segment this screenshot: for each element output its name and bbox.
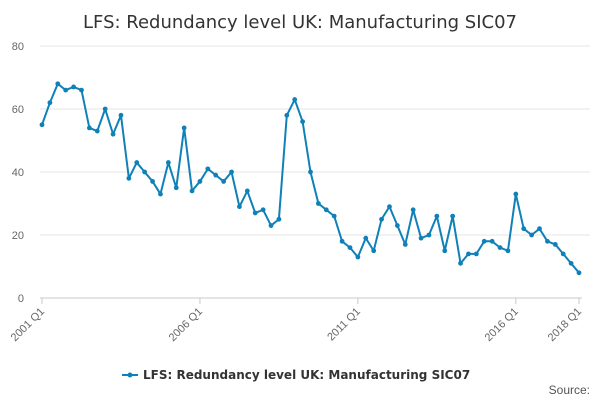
data-point[interactable] [229, 169, 234, 175]
data-point[interactable] [189, 188, 195, 194]
data-point[interactable] [292, 97, 298, 102]
y-tick-label: 40 [12, 167, 24, 179]
data-point[interactable] [529, 232, 535, 238]
data-point[interactable] [55, 81, 61, 87]
data-point[interactable] [473, 251, 479, 257]
gridlines [40, 45, 590, 236]
x-axis-tick-labels: 2001 Q1 2006 Q1 2011 Q1 2016 Q1 2018 Q1 [9, 306, 584, 344]
y-tick-label: 0 [18, 293, 24, 305]
data-point[interactable] [513, 191, 519, 197]
data-point[interactable] [379, 216, 384, 222]
data-point[interactable] [450, 213, 456, 219]
data-point[interactable] [394, 223, 400, 228]
source-label: Source: [549, 383, 590, 397]
data-point[interactable] [402, 242, 408, 247]
data-point[interactable] [537, 226, 542, 232]
data-point[interactable] [268, 223, 274, 228]
data-point[interactable] [150, 179, 155, 184]
data-point[interactable] [300, 119, 306, 124]
data-point[interactable] [347, 245, 353, 251]
data-point[interactable] [481, 238, 487, 244]
data-point[interactable] [205, 166, 211, 172]
data-point[interactable] [237, 204, 242, 210]
legend-label: LFS: Redundancy level UK: Manufacturing … [143, 368, 470, 382]
y-tick-label: 80 [12, 41, 24, 53]
legend-swatch-marker [127, 372, 133, 378]
data-point[interactable] [545, 238, 550, 244]
data-point[interactable] [63, 87, 69, 93]
x-tick-label: 2016 Q1 [483, 306, 521, 344]
data-point[interactable] [276, 216, 282, 222]
data-point[interactable] [71, 84, 76, 90]
data-point[interactable] [387, 204, 392, 210]
data-point[interactable] [244, 188, 250, 194]
data-point[interactable] [355, 254, 361, 260]
series-line [41, 82, 580, 274]
data-point[interactable] [331, 213, 337, 219]
data-point[interactable] [552, 242, 558, 247]
data-point[interactable] [118, 112, 124, 118]
data-point[interactable] [165, 160, 171, 165]
data-point[interactable] [371, 248, 377, 254]
data-point[interactable] [568, 260, 574, 266]
data-point[interactable] [86, 125, 92, 131]
data-point[interactable] [323, 207, 329, 213]
data-point[interactable] [410, 207, 416, 213]
data-point[interactable] [363, 235, 369, 241]
data-point[interactable] [39, 122, 45, 128]
y-axis-tick-labels: 0 20 40 60 80 [12, 41, 24, 305]
x-axis [40, 297, 582, 304]
data-point[interactable] [102, 106, 108, 112]
series-layer [39, 81, 582, 276]
data-point[interactable] [110, 131, 116, 137]
data-point[interactable] [197, 179, 203, 184]
data-point[interactable] [489, 238, 495, 244]
y-tick-label: 60 [12, 104, 24, 116]
data-point[interactable] [308, 169, 313, 175]
data-point[interactable] [560, 251, 566, 257]
data-point[interactable] [442, 248, 448, 254]
data-point[interactable] [260, 207, 266, 213]
data-point[interactable] [173, 185, 179, 191]
data-point[interactable] [252, 210, 258, 216]
legend[interactable]: LFS: Redundancy level UK: Manufacturing … [122, 368, 470, 382]
data-point[interactable] [79, 87, 84, 93]
data-point[interactable] [418, 235, 424, 241]
data-point[interactable] [521, 226, 527, 232]
data-point[interactable] [221, 179, 227, 184]
data-point[interactable] [181, 125, 187, 131]
x-tick-label: 2006 Q1 [167, 306, 205, 344]
data-point[interactable] [339, 238, 345, 244]
data-point[interactable] [134, 160, 140, 165]
data-point[interactable] [497, 245, 503, 251]
data-point[interactable] [47, 100, 53, 106]
data-point[interactable] [315, 201, 321, 206]
data-point[interactable] [434, 213, 440, 219]
data-point[interactable] [158, 191, 163, 197]
data-point[interactable] [284, 112, 290, 118]
data-point[interactable] [426, 232, 432, 238]
data-point[interactable] [94, 128, 100, 134]
data-point[interactable] [126, 175, 132, 181]
data-point[interactable] [505, 248, 511, 254]
data-point[interactable] [213, 172, 219, 178]
y-tick-label: 20 [12, 230, 24, 242]
data-point[interactable] [576, 270, 582, 276]
data-point[interactable] [458, 260, 463, 266]
chart-title: LFS: Redundancy level UK: Manufacturing … [83, 12, 517, 33]
x-tick-label: 2018 Q1 [546, 306, 584, 344]
x-tick-label: 2001 Q1 [9, 306, 47, 344]
data-point[interactable] [142, 169, 148, 175]
data-point[interactable] [466, 251, 471, 257]
x-tick-label: 2011 Q1 [325, 306, 363, 344]
